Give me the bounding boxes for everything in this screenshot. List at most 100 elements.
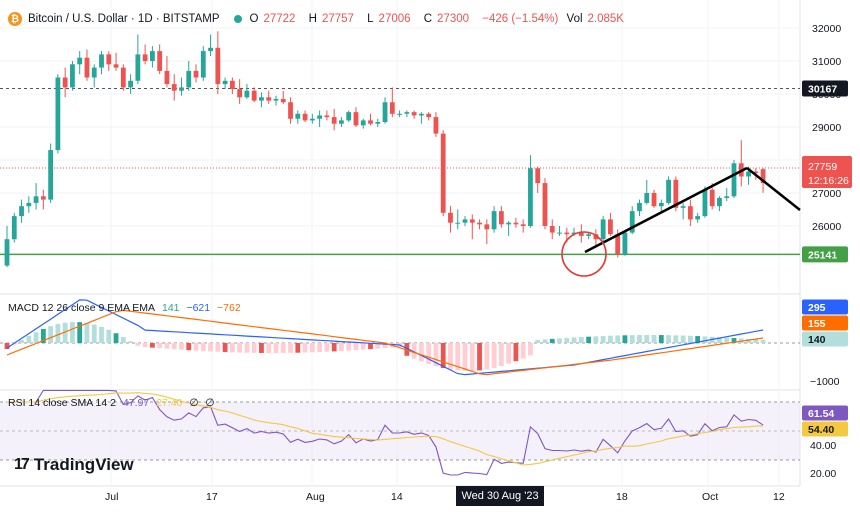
macd-histogram-bar <box>651 335 657 343</box>
macd-histogram-bar <box>266 343 272 353</box>
candle-body <box>288 102 293 119</box>
candle-body <box>244 90 250 98</box>
candle-body <box>469 219 475 223</box>
candle-body <box>106 54 112 65</box>
macd-histogram-bar <box>222 343 228 353</box>
macd-line <box>6 299 764 376</box>
candle-body <box>360 120 366 126</box>
candle-body <box>179 87 184 91</box>
macd-histogram-bar <box>84 323 90 343</box>
macd-histogram-bar <box>353 343 359 351</box>
rsi-ma-value: 27.40 <box>156 397 183 409</box>
candle-body <box>317 115 323 119</box>
candle-body <box>695 216 701 220</box>
candle-body <box>644 193 650 203</box>
candle-body <box>382 102 388 123</box>
macd-signal-line <box>6 309 764 376</box>
candle-body <box>193 70 199 78</box>
trend-line-down[interactable] <box>746 167 801 211</box>
crosshair-date-label: Wed 30 Aug '23 <box>456 486 544 506</box>
macd-histogram-bar <box>251 343 257 353</box>
macd-histogram-bar <box>724 337 730 343</box>
macd-histogram-bar <box>273 343 279 353</box>
candle-body <box>397 113 402 115</box>
macd-histogram-bar <box>498 343 504 366</box>
macd-histogram-bar <box>70 322 75 343</box>
macd-histogram-bar <box>33 332 39 343</box>
macd-histogram-bar <box>186 343 192 351</box>
symbol-header: ₿ Bitcoin / U.S. Dollar · 1D · BITSTAMP … <box>8 10 634 28</box>
support-price-tag: 25141 <box>808 249 837 261</box>
candle-body <box>368 120 373 124</box>
macd-histogram-bar <box>542 339 548 343</box>
hist-axis-tag-bg <box>802 331 848 347</box>
macd-histogram-bar <box>208 343 213 352</box>
macd-histogram-bar <box>746 338 751 343</box>
candle-body <box>440 133 446 213</box>
time-tick-label: 14 <box>391 491 403 503</box>
close-value: 27300 <box>437 13 470 25</box>
price-tick-label: 29000 <box>812 122 841 134</box>
trend-line-up[interactable] <box>584 166 748 254</box>
candle-body <box>208 47 213 52</box>
candle-body <box>571 232 577 235</box>
tradingview-logo[interactable]: 17 TradingView <box>14 455 134 475</box>
macd-histogram-bar <box>150 343 155 348</box>
hist-axis-tag: 140 <box>808 334 826 346</box>
time-tick-label: 18 <box>616 491 628 503</box>
macd-histogram-bar <box>193 343 199 351</box>
macd-histogram-bar <box>687 335 693 343</box>
candle-body <box>33 196 39 203</box>
macd-histogram-bar <box>433 343 439 367</box>
highlight-circle[interactable] <box>561 231 607 277</box>
candle-body <box>91 67 97 78</box>
macd-histogram-bar <box>4 343 10 349</box>
macd-histogram-bar <box>535 339 541 343</box>
candle-body <box>600 219 606 240</box>
macd-histogram-bar <box>513 343 519 362</box>
price-tick-label: 26000 <box>812 221 841 233</box>
macd-histogram-bar <box>62 322 68 343</box>
volume-value: 2.085K <box>587 13 624 25</box>
candle-body <box>651 193 657 207</box>
candle-body <box>215 47 221 85</box>
macd-histogram-bar <box>99 326 104 343</box>
macd-histogram-bar <box>760 340 766 343</box>
macd-histogram-bar <box>680 335 686 343</box>
resistance-price-tag: 30167 <box>808 83 837 95</box>
macd-histogram-bar <box>339 343 344 351</box>
macd-histogram-bar <box>418 343 424 362</box>
candle-body <box>411 112 417 116</box>
rsi-legend[interactable]: RSI 14 close SMA 14 2 47.97 27.40 ∅ ∅ <box>8 397 219 409</box>
price-tick-label: 27000 <box>812 188 841 200</box>
rsi-empty-1: ∅ <box>189 397 199 409</box>
macd-histogram-bar <box>695 336 701 343</box>
candle-body <box>586 234 591 236</box>
macd-histogram-bar <box>506 343 512 364</box>
candle-body <box>353 112 359 126</box>
signal-axis-tag: 155 <box>808 318 826 330</box>
macd-histogram-bar <box>164 343 170 349</box>
macd-histogram-bar <box>55 324 61 343</box>
macd-histogram-bar <box>280 343 286 353</box>
ohlc-values: O 27722 H 27757 L 27006 C 27300 −426 (−1.54%… <box>249 13 624 25</box>
time-tick-label: 17 <box>206 491 218 503</box>
macd-histogram-bar <box>549 338 555 343</box>
macd-histogram-bar <box>578 337 584 343</box>
rsi-ma-line <box>7 392 764 466</box>
macd-histogram-bar <box>440 343 446 369</box>
symbol-title[interactable]: Bitcoin / U.S. Dollar · 1D · BITSTAMP <box>28 13 220 25</box>
candle-body <box>295 113 301 119</box>
macd-line-value: −621 <box>186 302 211 314</box>
candle-body <box>266 97 272 101</box>
macd-histogram-bar <box>477 343 482 371</box>
macd-histogram-bar <box>637 335 642 343</box>
current-price-tag-bg <box>802 156 852 188</box>
macd-legend[interactable]: MACD 12 26 close 9 EMA EMA 141 −621 −762 <box>8 302 245 314</box>
rsi-empty-2: ∅ <box>205 397 215 409</box>
candle-body <box>55 77 61 151</box>
macd-histogram-bar <box>324 343 330 352</box>
candle-body <box>339 120 344 124</box>
candle-body <box>433 117 439 134</box>
